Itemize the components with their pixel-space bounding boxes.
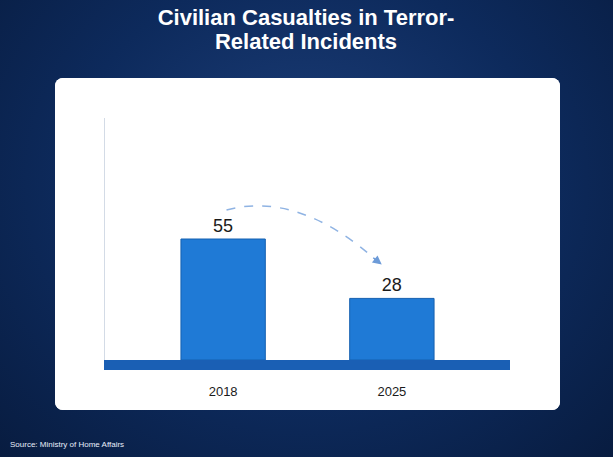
svg-text:2025: 2025 (377, 384, 406, 399)
svg-text:2018: 2018 (209, 384, 238, 399)
html-text:Source: Ministry of Home Affai: Source: Ministry of Home Affairs (10, 440, 125, 449)
svg-text:55: 55 (213, 216, 233, 236)
html-text:Civilian Casualties in Terror-: Civilian Casualties in Terror-Related In… (157, 5, 455, 54)
svg-text:28: 28 (382, 275, 402, 295)
